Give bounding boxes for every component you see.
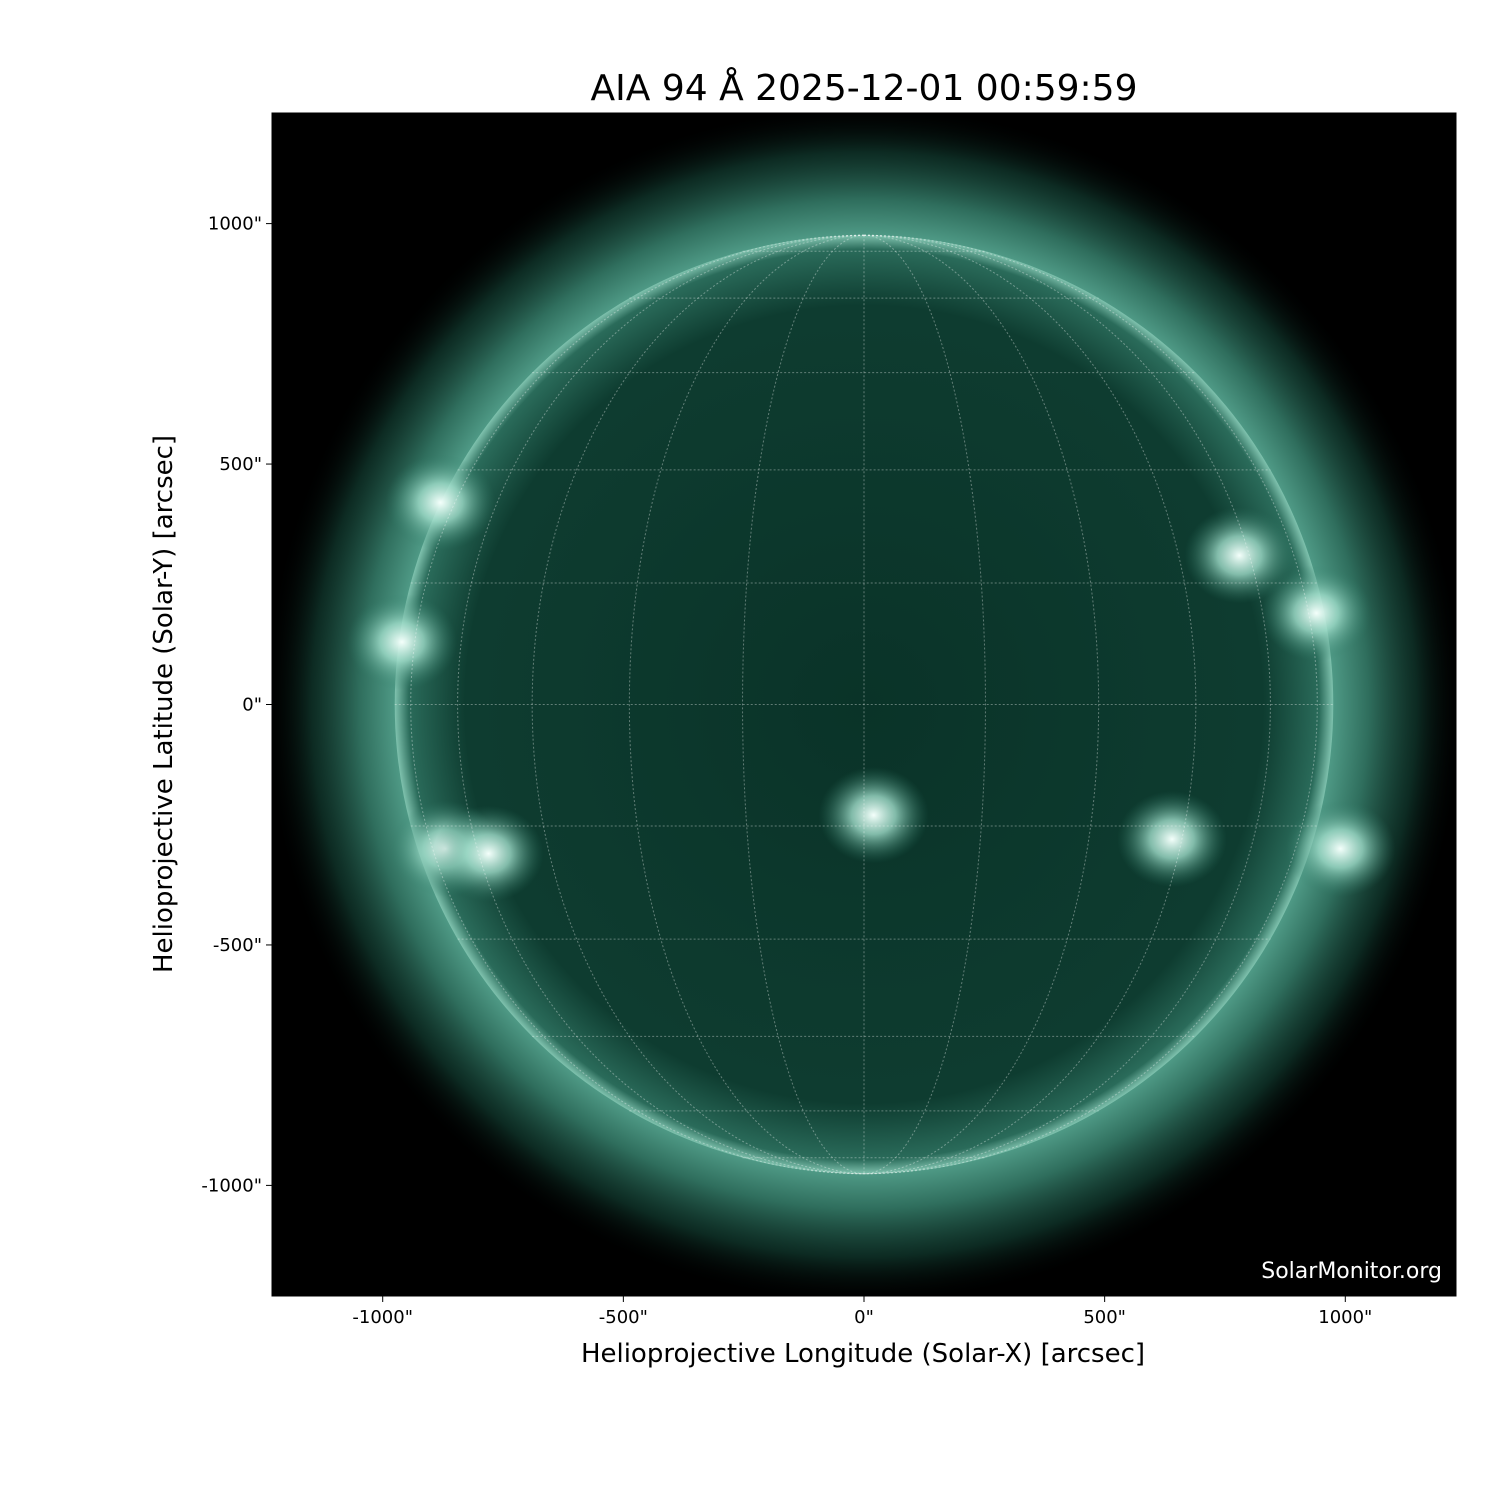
active-region <box>346 593 457 690</box>
active-region <box>385 454 496 551</box>
active-region <box>1117 791 1228 888</box>
active-region <box>1285 800 1396 897</box>
x-axis-label: Helioprojective Longitude (Solar-X) [arc… <box>581 1339 1145 1369</box>
longitude-grid-line <box>531 234 865 1175</box>
longitude-grid-line <box>863 234 1197 1175</box>
active-region <box>1184 507 1295 604</box>
longitude-grid-line <box>628 234 865 1175</box>
y-tick-label: 0" <box>242 695 262 716</box>
longitude-grid-line <box>863 234 1271 1175</box>
longitude-grid-line <box>863 234 986 1175</box>
longitude-grid-line <box>863 234 1318 1175</box>
y-tick-label: 1000" <box>208 214 262 235</box>
chart-title: AIA 94 Å 2025-12-01 00:59:59 <box>590 68 1138 109</box>
x-tick-label: -500" <box>599 1307 648 1328</box>
longitude-grid-line <box>410 234 865 1175</box>
longitude-grid-line <box>863 234 1100 1175</box>
y-axis-label: Helioprojective Latitude (Solar-Y) [arcs… <box>149 435 179 973</box>
y-tick-label: -1000" <box>201 1175 262 1196</box>
x-tick-label: 500" <box>1083 1307 1126 1328</box>
longitude-grid-line <box>742 234 865 1175</box>
longitude-grid-line <box>457 234 865 1175</box>
x-tick-label: 0" <box>854 1307 874 1328</box>
x-tick-label: 1000" <box>1318 1307 1372 1328</box>
watermark: SolarMonitor.org <box>1261 1259 1442 1284</box>
y-tick-label: -500" <box>213 935 262 956</box>
solar-disk <box>394 235 1334 1174</box>
x-tick-label: -1000" <box>352 1307 413 1328</box>
active-region <box>1261 565 1372 662</box>
active-region <box>433 805 544 902</box>
active-region <box>818 767 929 864</box>
y-tick-label: 500" <box>219 454 262 475</box>
